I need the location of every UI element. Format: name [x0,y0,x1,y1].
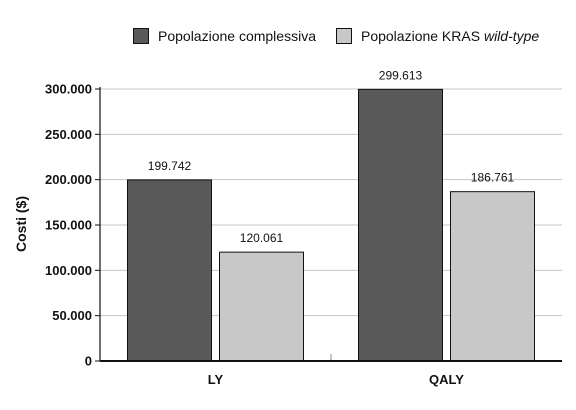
bar-ly-series-0 [127,179,212,362]
y-tick-label-0: 0 [85,354,92,369]
bars [127,88,535,362]
data-label-qaly-series-1: 186.761 [471,171,515,185]
y-tick-label-1: 50.000 [52,308,92,323]
y-tick-label-6: 300.000 [45,82,92,97]
category-label-qaly: QALY [429,372,464,387]
data-label-ly-series-0: 199.742 [148,159,192,173]
legend: Popolazione complessiva Popolazione KRAS… [133,28,559,44]
bar-qaly-series-1 [450,191,535,362]
legend-label-popolazione-kras-wild-type: Popolazione KRAS wild-type [360,28,540,44]
data-labels: 199.742 120.061 299.613 186.761 [148,68,515,245]
legend-entry-popolazione-kras-wild-type: Popolazione KRAS wild-type [335,28,540,44]
y-tick-labels: 0 50.000 100.000 150.000 200.000 250.000 300.0… [45,82,92,369]
y-tick-label-4: 200.000 [45,172,92,187]
y-tick-label-3: 150.000 [45,218,92,233]
legend-label-popolazione-complessiva: Popolazione complessiva [158,28,316,44]
y-tick-label-5: 250.000 [45,127,92,142]
y-tick-label-2: 100.000 [45,263,92,278]
axes [99,87,562,362]
category-label-ly: LY [208,372,224,387]
bar-ly-series-1 [219,251,304,362]
legend-swatch-popolazione-kras-wild-type [335,28,352,44]
legend-swatch-popolazione-complessiva [133,28,149,44]
y-axis-label: Costi ($) [13,196,29,252]
legend-entry-popolazione-complessiva: Popolazione complessiva [133,28,316,44]
bar-qaly-series-0 [358,88,443,362]
data-label-ly-series-1: 120.061 [240,231,284,245]
data-label-qaly-series-0: 299.613 [379,68,423,82]
category-labels: LY QALY [208,372,464,387]
